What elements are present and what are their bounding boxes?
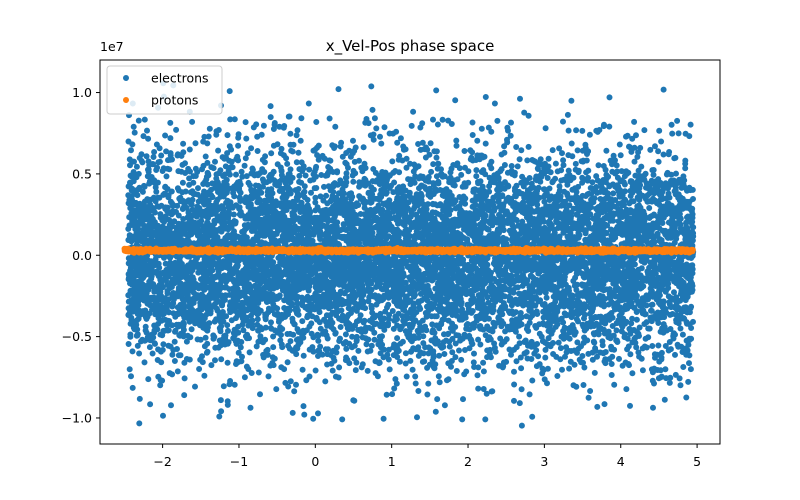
chart-title: x_Vel-Pos phase space: [326, 37, 495, 56]
y-tick-label: 1.0: [72, 85, 92, 100]
series-points-protons: [121, 245, 696, 256]
x-tick-label: −2: [153, 454, 171, 469]
y-tick-label: 0.5: [72, 166, 92, 181]
legend: electrons protons: [106, 65, 223, 115]
y-tick-label: −0.5: [62, 329, 92, 344]
y-tick-label: 0.0: [72, 248, 92, 263]
legend-marker-electrons: [123, 75, 129, 81]
x-tick-label: 5: [693, 454, 701, 469]
x-axis: −2 −1 0 1 2 3 4 5: [153, 444, 701, 469]
x-tick-label: 0: [311, 454, 319, 469]
x-tick-label: 3: [540, 454, 548, 469]
x-tick-label: 1: [388, 454, 396, 469]
legend-label-electrons: electrons: [151, 71, 209, 86]
y-axis: −1.0 −0.5 0.0 0.5 1.0: [62, 85, 100, 425]
x-tick-label: 4: [617, 454, 625, 469]
legend-box: [106, 65, 223, 115]
legend-marker-protons: [123, 97, 129, 103]
y-tick-label: −1.0: [62, 410, 92, 425]
plot-frame: [99, 59, 721, 445]
plot-points: [121, 80, 697, 429]
x-tick-label: 2: [464, 454, 472, 469]
x-tick-label: −1: [230, 454, 248, 469]
y-axis-offset-label: 1e7: [100, 39, 124, 54]
legend-label-protons: protons: [151, 93, 198, 108]
